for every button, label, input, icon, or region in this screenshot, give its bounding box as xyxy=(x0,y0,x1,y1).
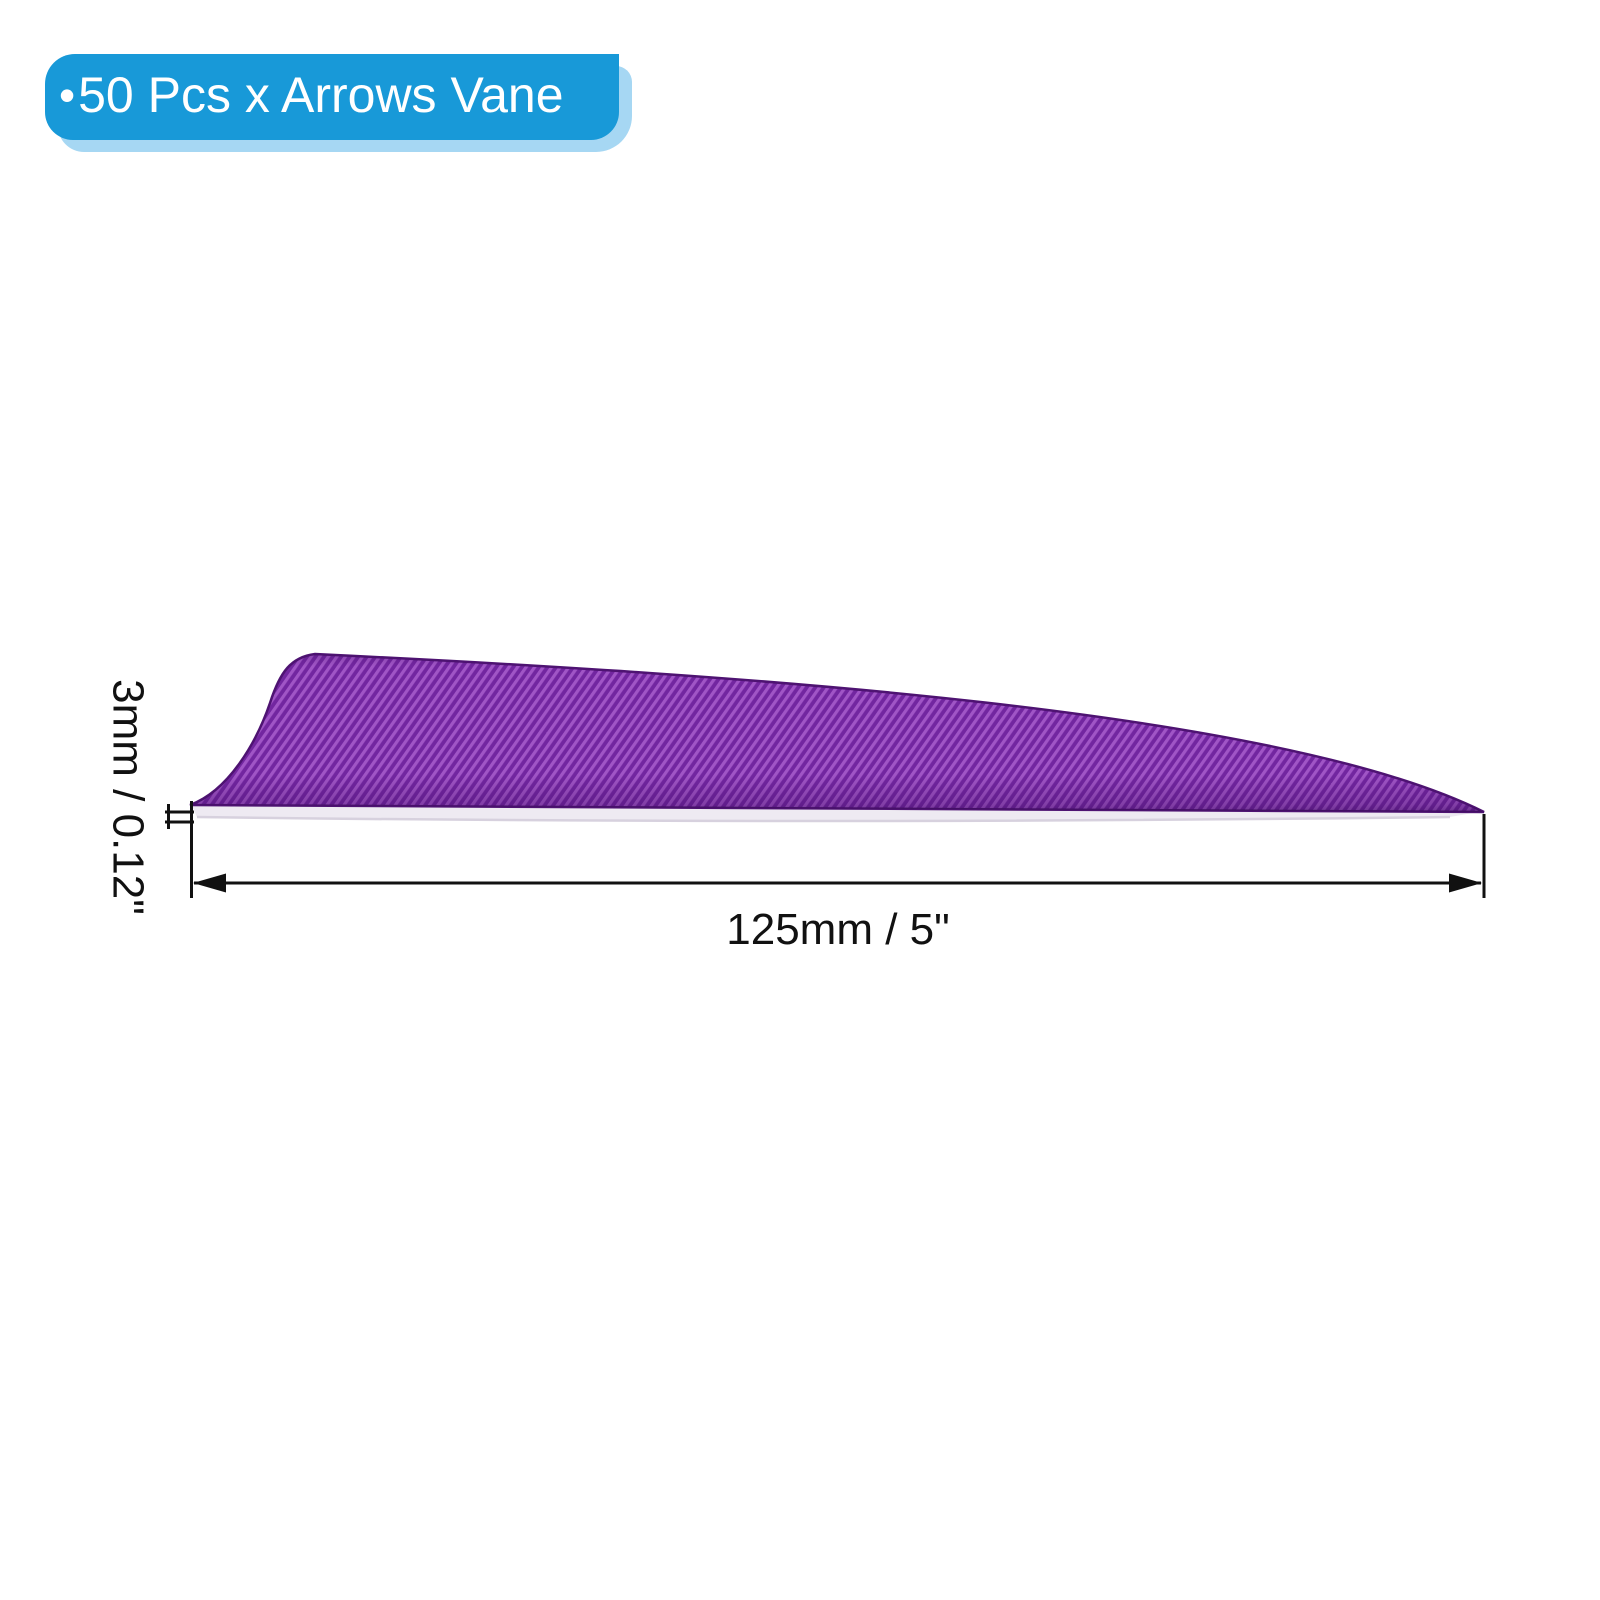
length-dimension-label: 125mm / 5" xyxy=(726,905,949,954)
right-arrowhead-icon xyxy=(1449,873,1482,893)
badge-bullet: • xyxy=(59,69,76,121)
quantity-badge: • 50 Pcs x Arrows Vane xyxy=(45,54,635,154)
badge-face: • 50 Pcs x Arrows Vane xyxy=(45,54,619,140)
vane-base-strip-shadow xyxy=(196,815,1451,823)
badge-label: 50 Pcs x Arrows Vane xyxy=(78,67,564,123)
height-dimension-label: 3mm / 0.12" xyxy=(104,679,153,915)
vane-shading xyxy=(190,654,1484,812)
dimension-lines xyxy=(165,801,1486,898)
dimension-arrowheads xyxy=(193,873,1482,893)
left-arrowhead-icon xyxy=(193,873,226,893)
vane-base-strip xyxy=(191,804,1484,821)
